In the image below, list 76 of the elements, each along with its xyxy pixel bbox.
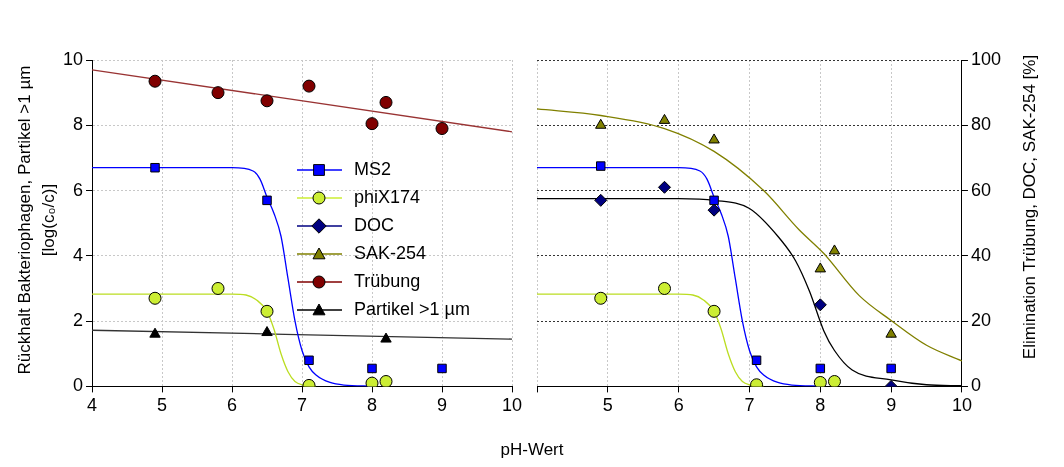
point — [827, 375, 841, 387]
x-tick-label: 5 — [157, 395, 168, 416]
point — [594, 291, 608, 305]
legend-label: SAK-254 — [354, 242, 427, 263]
y2-tick-label: 60 — [970, 179, 991, 200]
x-tick-label: 4 — [87, 395, 98, 416]
point — [260, 304, 274, 318]
point — [304, 355, 314, 366]
x-tick-label: 7 — [297, 395, 308, 416]
legend-label: MS2 — [354, 158, 392, 179]
point — [148, 74, 162, 88]
point — [813, 298, 827, 312]
point — [437, 363, 447, 374]
point — [261, 326, 273, 337]
x-tick-label: 8 — [815, 395, 826, 416]
x-tick-label: 7 — [744, 395, 755, 416]
point — [595, 118, 607, 129]
point — [435, 122, 449, 136]
y-tick-label: 2 — [73, 310, 84, 331]
y2-tick-label: 100 — [970, 48, 1002, 69]
point — [751, 355, 762, 366]
point — [260, 94, 274, 108]
point — [149, 327, 161, 338]
point — [367, 363, 377, 374]
x-tick-label: 6 — [227, 395, 238, 416]
point — [596, 161, 606, 171]
point — [885, 327, 897, 338]
point — [813, 375, 827, 387]
y-tick-label: 6 — [73, 179, 84, 200]
point — [828, 244, 841, 255]
point — [815, 363, 826, 374]
x-tick-label: 9 — [886, 395, 897, 416]
x-tick-label: 8 — [367, 395, 378, 416]
legend-label: phiX174 — [354, 186, 421, 207]
point — [379, 95, 393, 109]
point — [379, 375, 393, 387]
point — [365, 117, 379, 131]
line-series — [537, 108, 962, 362]
legend-label: DOC — [354, 214, 394, 235]
y2-tick-label: 40 — [970, 244, 991, 265]
point — [708, 133, 720, 144]
y-tick-label: 0 — [73, 375, 84, 396]
point — [658, 113, 671, 124]
x-axis-title: pH-Wert — [499, 440, 565, 460]
point — [150, 162, 160, 173]
point — [211, 86, 225, 100]
legend-label: Trübung — [354, 270, 421, 291]
x-tick-label: 6 — [673, 395, 684, 416]
x-tick-label: 9 — [437, 395, 448, 416]
y2-axis-title: Elimination Trübung, DOC, SAK-254 [%] — [1019, 53, 1040, 362]
x-tick-label: 10 — [501, 395, 523, 416]
x-tick-label: 10 — [951, 395, 972, 416]
line-series — [537, 293, 765, 387]
point — [148, 291, 162, 305]
point — [707, 304, 721, 318]
y-tick-label: 4 — [73, 244, 84, 265]
point — [594, 193, 608, 207]
point — [657, 180, 671, 194]
point — [657, 281, 671, 295]
x-tick-label: 5 — [602, 395, 613, 416]
y-axis-title: Rückhalt Bakteriophagen, Partikel >1 µm [log(c₀/c)] — [14, 64, 59, 377]
y2-tick-label: 0 — [970, 375, 981, 396]
point — [814, 262, 827, 273]
point — [262, 195, 272, 206]
legend-label: Partikel >1 µm — [354, 298, 470, 319]
point — [886, 363, 896, 374]
point — [380, 332, 392, 343]
point — [365, 376, 379, 387]
point — [211, 281, 225, 295]
y-tick-label: 8 — [73, 114, 84, 135]
point — [302, 79, 316, 93]
y2-tick-label: 20 — [970, 310, 991, 331]
point — [709, 195, 719, 206]
y2-tick-label: 80 — [970, 114, 991, 135]
y-tick-label: 10 — [62, 48, 84, 69]
point — [707, 203, 721, 217]
